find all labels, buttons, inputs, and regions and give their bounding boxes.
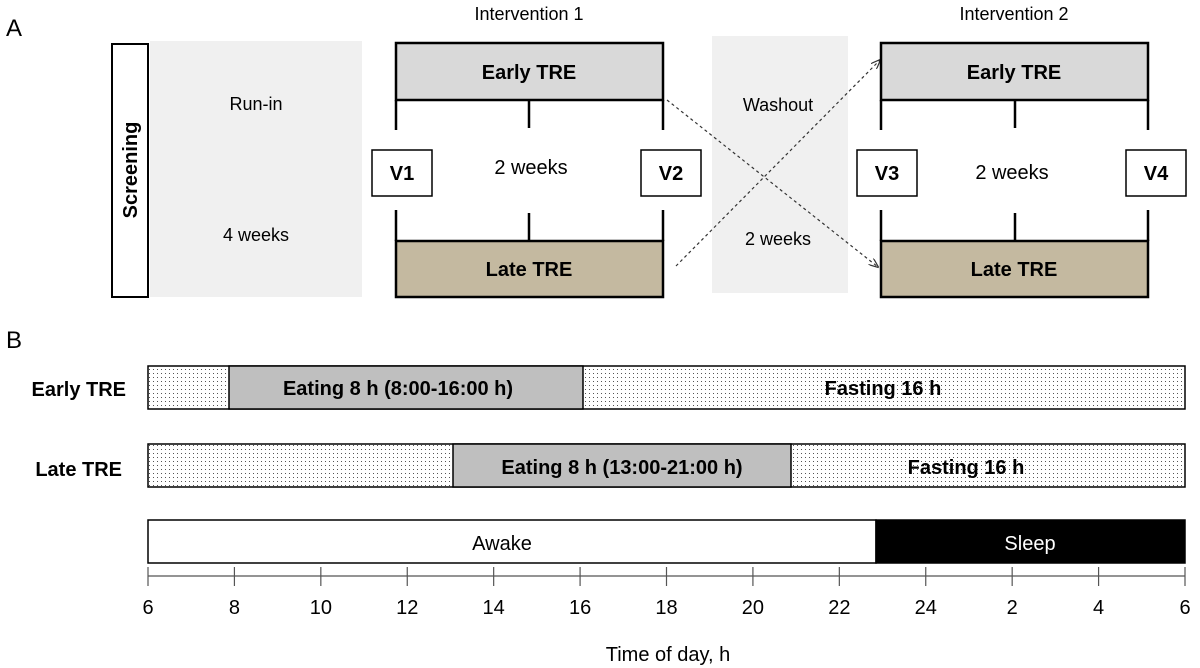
intervention1-title: Intervention 1 bbox=[474, 4, 583, 24]
time-axis-tick-label: 10 bbox=[310, 597, 332, 619]
intervention1-early-box bbox=[394, 41, 665, 102]
visit-v4-label: V4 bbox=[1144, 163, 1169, 185]
intervention2-timeline-ticks bbox=[879, 100, 1150, 241]
time-axis-tick-label: 12 bbox=[396, 597, 418, 619]
time-axis-tick-label: 4 bbox=[1093, 597, 1104, 619]
intervention1-duration: 2 weeks bbox=[494, 157, 567, 179]
intervention1-timeline-ticks bbox=[394, 100, 665, 241]
visit-v2-box bbox=[640, 149, 702, 197]
early-eating-block bbox=[228, 365, 584, 410]
awake-label: Awake bbox=[472, 533, 532, 555]
panel-a-label: A bbox=[6, 15, 22, 42]
visit-v4-box bbox=[1125, 149, 1187, 197]
visit-v3-label: V3 bbox=[875, 163, 899, 185]
early-eating-label: Eating 8 h (8:00-16:00 h) bbox=[283, 378, 513, 400]
intervention1-early-label: Early TRE bbox=[482, 62, 576, 84]
time-axis-tick-label: 16 bbox=[569, 597, 591, 619]
time-axis-title: Time of day, h bbox=[606, 644, 731, 666]
intervention2-early-label: Early TRE bbox=[967, 62, 1061, 84]
visit-v3-box bbox=[856, 149, 918, 197]
runin-label: Run-in bbox=[229, 94, 282, 114]
crossover-arrow-early-to-late bbox=[666, 99, 878, 267]
sleep-label: Sleep bbox=[1004, 533, 1055, 555]
late-eating-block bbox=[452, 443, 792, 488]
screening-label: Screening bbox=[120, 122, 142, 219]
time-axis-tick-label: 20 bbox=[742, 597, 764, 619]
washout-duration: 2 weeks bbox=[745, 229, 811, 249]
visit-v1-label: V1 bbox=[390, 163, 414, 185]
time-axis-tick-label: 8 bbox=[229, 597, 240, 619]
visit-v2-label: V2 bbox=[659, 163, 683, 185]
early-fasting-label: Fasting 16 h bbox=[825, 378, 942, 400]
runin-block bbox=[150, 41, 362, 297]
panel-b-label: B bbox=[6, 327, 22, 354]
awake-bar bbox=[147, 519, 877, 564]
time-axis-tick-label: 6 bbox=[142, 597, 153, 619]
early-row-label: Early TRE bbox=[32, 379, 126, 401]
washout-label: Washout bbox=[743, 95, 813, 115]
visit-v1-box bbox=[371, 149, 433, 197]
sleep-bar bbox=[875, 519, 1186, 564]
time-axis-tick-label: 24 bbox=[915, 597, 937, 619]
late-fasting-label: Fasting 16 h bbox=[908, 457, 1025, 479]
screening-box bbox=[111, 43, 149, 298]
late-row-label: Late TRE bbox=[35, 459, 122, 481]
time-axis-tick-label: 22 bbox=[828, 597, 850, 619]
washout-block bbox=[712, 36, 848, 293]
intervention2-duration: 2 weeks bbox=[975, 162, 1048, 184]
intervention2-title: Intervention 2 bbox=[959, 4, 1068, 24]
late-eating-label: Eating 8 h (13:00-21:00 h) bbox=[501, 457, 742, 479]
intervention2-early-box bbox=[879, 41, 1150, 102]
intervention2-late-label: Late TRE bbox=[971, 259, 1058, 281]
runin-duration: 4 weeks bbox=[223, 225, 289, 245]
time-axis-tick-label: 2 bbox=[1007, 597, 1018, 619]
time-axis-tick-label: 6 bbox=[1179, 597, 1190, 619]
crossover-arrow-late-to-early bbox=[675, 60, 880, 267]
time-axis-tick-label: 14 bbox=[483, 597, 505, 619]
time-axis-ticks: 6 8 10 12 14 16 18 20 22 24 2 4 6 bbox=[142, 567, 1191, 619]
intervention1-late-label: Late TRE bbox=[486, 259, 573, 281]
time-axis-tick-label: 18 bbox=[655, 597, 677, 619]
